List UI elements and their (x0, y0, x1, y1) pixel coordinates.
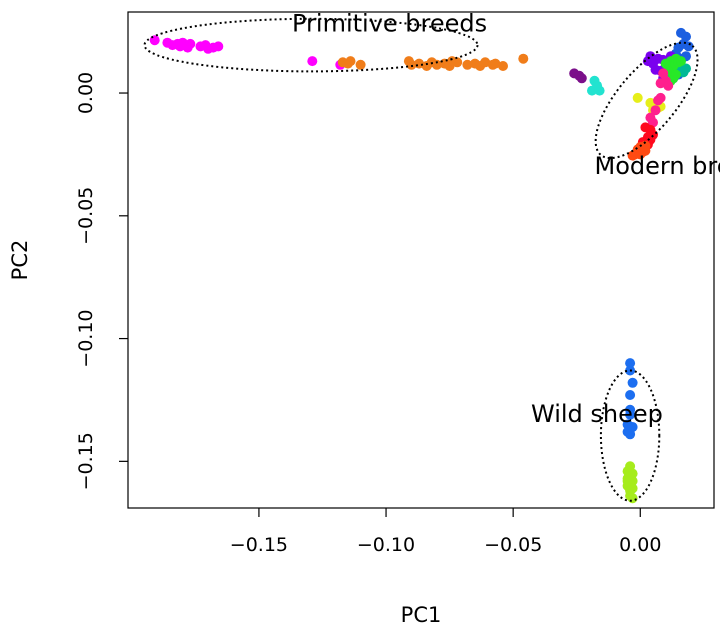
data-point (406, 59, 417, 70)
data-point (627, 493, 638, 504)
data-point (660, 58, 671, 69)
data-point (627, 377, 638, 388)
data-point (431, 59, 442, 70)
data-point (345, 56, 356, 67)
series-13 (622, 461, 638, 504)
data-point (625, 390, 636, 400)
y-tick-label: −0.05 (75, 187, 97, 245)
data-point (627, 150, 638, 161)
data-point (518, 53, 529, 64)
data-point (625, 409, 636, 420)
data-point (452, 57, 463, 68)
plot-frame (127, 11, 715, 509)
x-tick-label: −0.05 (484, 534, 542, 556)
data-point (640, 140, 651, 151)
data-point (625, 468, 636, 479)
x-axis: −0.15 −0.10 −0.05 0.00 (230, 508, 661, 556)
modern-ellipse (594, 41, 699, 160)
x-tick-label: −0.10 (357, 534, 415, 556)
x-axis-title: PC1 (401, 603, 442, 627)
data-point (632, 92, 643, 103)
x-tick-label: −0.15 (230, 534, 288, 556)
data-point (642, 56, 653, 67)
data-point (462, 59, 473, 70)
data-point (650, 105, 661, 116)
y-tick-label: −0.15 (75, 432, 97, 490)
y-tick-label: −0.10 (75, 309, 97, 367)
data-point (625, 365, 636, 376)
series-3 (587, 75, 605, 96)
cluster-ellipses (143, 17, 699, 502)
data-point (663, 80, 674, 91)
data-point (185, 38, 196, 49)
data-point (307, 56, 318, 67)
cluster-annotations: Primitive breeds Modern breeds Wild sheep (292, 10, 720, 429)
data-point (480, 57, 491, 68)
data-point (681, 63, 691, 74)
data-point (655, 78, 666, 89)
data-point (490, 58, 501, 69)
data-point (592, 80, 603, 91)
data-point (625, 358, 636, 369)
data-point (655, 92, 666, 103)
annotation-primitive: Primitive breeds (292, 10, 487, 38)
series-12 (622, 358, 638, 440)
series-2 (569, 68, 587, 84)
annotation-modern: Modern breeds (595, 152, 720, 180)
data-point (213, 41, 224, 52)
series-11 (627, 140, 651, 161)
wild-ellipse (599, 369, 661, 502)
data-point (498, 61, 508, 71)
y-axis: 0.00 −0.05 −0.10 −0.15 (75, 72, 128, 490)
y-axis-title: PC2 (8, 240, 32, 281)
x-tick-label: 0.00 (619, 534, 661, 556)
data-point (355, 59, 366, 70)
data-point (576, 73, 587, 84)
data-point (625, 429, 636, 440)
scatter-points (149, 27, 694, 504)
annotation-wild: Wild sheep (531, 400, 663, 428)
y-tick-label: 0.00 (75, 72, 97, 114)
primitive-ellipse (143, 17, 479, 73)
data-point (676, 56, 686, 67)
